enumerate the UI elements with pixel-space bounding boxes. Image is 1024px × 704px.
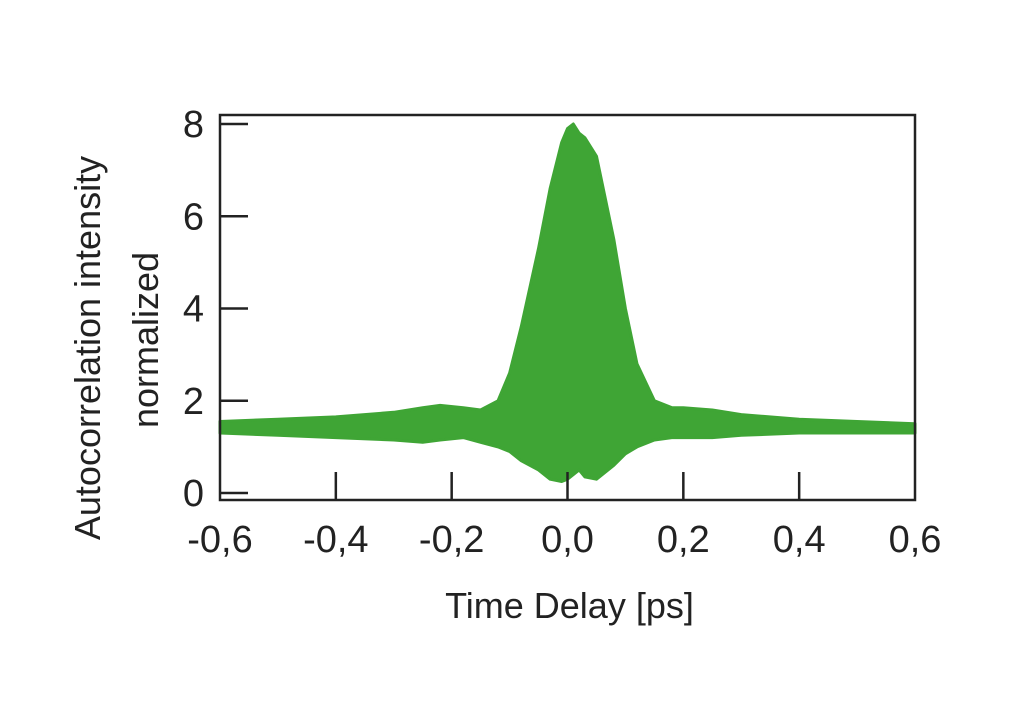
x-tick-label: 0,6 xyxy=(889,519,942,561)
y-tick-label: 0 xyxy=(183,473,204,515)
x-tick-label: -0,4 xyxy=(303,519,368,561)
x-tick-label: 0,4 xyxy=(773,519,826,561)
y-tick-label: 8 xyxy=(183,104,204,146)
x-tick-label: 0,2 xyxy=(657,519,710,561)
y-tick-label: 2 xyxy=(183,381,204,423)
ticks-layer xyxy=(220,122,801,500)
plot-layer xyxy=(218,122,917,483)
y-axis-title-secondary: normalized xyxy=(125,252,166,428)
y-tick-label: 4 xyxy=(183,289,204,331)
series-area-0 xyxy=(218,122,917,483)
x-tick-label: -0,2 xyxy=(419,519,484,561)
y-tick-label: 6 xyxy=(183,196,204,238)
x-tick-label: 0,0 xyxy=(541,519,594,561)
x-tick-label: -0,6 xyxy=(187,519,252,561)
labels-layer: -0,6 -0,4 -0,2 0,0 0,2 0,4 0,6 0 2 4 6 8 xyxy=(183,104,942,561)
y-axis-title: Autocorrelation intensity xyxy=(67,156,108,540)
x-axis-title: Time Delay [ps] xyxy=(445,585,694,626)
